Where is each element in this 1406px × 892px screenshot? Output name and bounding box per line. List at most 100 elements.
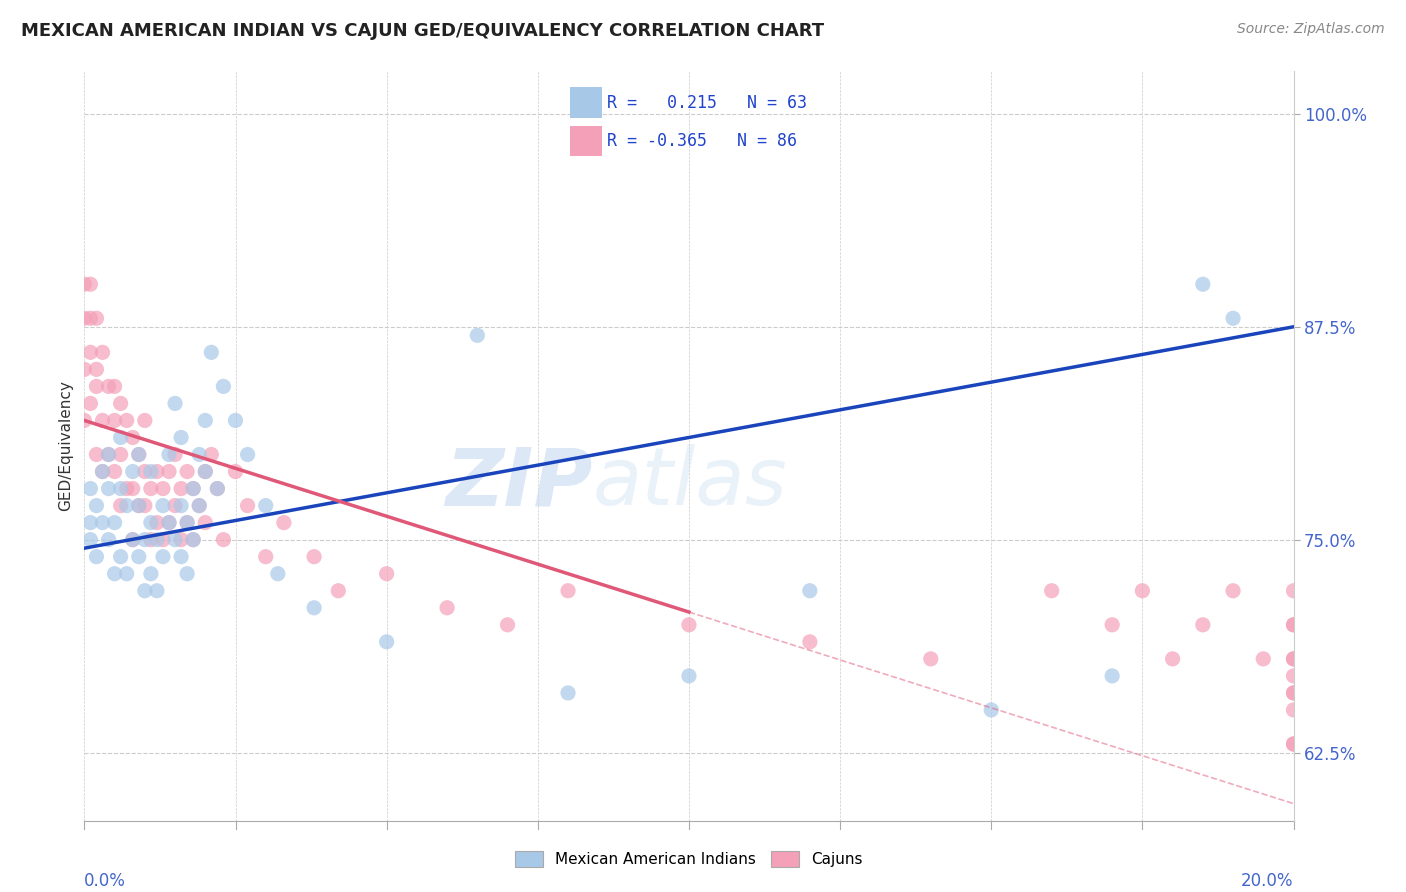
Point [110, 499, 132, 513]
Point [181, 533, 204, 547]
Point [115, 413, 138, 427]
Point [104, 566, 127, 581]
Point [121, 430, 143, 444]
Point [436, 600, 458, 615]
Point [134, 465, 156, 479]
Point [139, 482, 162, 496]
Point [236, 448, 259, 462]
Point [207, 482, 229, 496]
Point [1282, 652, 1305, 666]
Point [104, 516, 127, 530]
Point [273, 516, 295, 530]
Point [212, 379, 235, 393]
Point [1282, 686, 1305, 700]
Text: Source: ZipAtlas.com: Source: ZipAtlas.com [1237, 22, 1385, 37]
Point [194, 465, 217, 479]
Point [165, 533, 187, 547]
Point [1282, 652, 1305, 666]
Point [152, 533, 174, 547]
Point [1282, 617, 1305, 632]
Point [1192, 617, 1215, 632]
Point [225, 413, 247, 427]
Point [157, 465, 180, 479]
Point [128, 549, 150, 564]
Point [79, 396, 101, 410]
Text: MEXICAN AMERICAN INDIAN VS CAJUN GED/EQUIVALENCY CORRELATION CHART: MEXICAN AMERICAN INDIAN VS CAJUN GED/EQU… [21, 22, 824, 40]
Point [170, 499, 193, 513]
Point [152, 549, 174, 564]
Point [799, 583, 821, 598]
Point [79, 345, 101, 359]
Point [97, 448, 120, 462]
Text: ZIP: ZIP [444, 444, 592, 523]
Point [176, 566, 198, 581]
Point [1101, 617, 1123, 632]
Point [139, 465, 162, 479]
Point [104, 379, 127, 393]
Point [194, 465, 217, 479]
Point [267, 566, 290, 581]
Point [97, 379, 120, 393]
Point [91, 465, 114, 479]
Point [121, 482, 143, 496]
Point [557, 583, 579, 598]
Point [91, 413, 114, 427]
Point [128, 499, 150, 513]
Point [121, 533, 143, 547]
Point [146, 533, 169, 547]
Point [375, 635, 398, 649]
Legend: Mexican American Indians, Cajuns: Mexican American Indians, Cajuns [509, 845, 869, 873]
Point [91, 465, 114, 479]
Point [128, 448, 150, 462]
Point [1101, 669, 1123, 683]
Point [115, 566, 138, 581]
Point [79, 311, 101, 326]
Point [115, 499, 138, 513]
Point [1282, 583, 1305, 598]
Point [110, 430, 132, 444]
Point [920, 652, 942, 666]
Point [79, 482, 101, 496]
Point [980, 703, 1002, 717]
Point [302, 549, 325, 564]
Point [134, 413, 156, 427]
Point [157, 516, 180, 530]
Y-axis label: GED/Equivalency: GED/Equivalency [58, 381, 73, 511]
Point [207, 482, 229, 496]
Point [110, 482, 132, 496]
Point [1130, 583, 1153, 598]
Point [73, 311, 96, 326]
Text: atlas: atlas [592, 444, 787, 523]
Point [1222, 583, 1244, 598]
Point [86, 549, 108, 564]
Point [73, 413, 96, 427]
Point [188, 499, 211, 513]
Point [128, 499, 150, 513]
Point [139, 516, 162, 530]
Point [110, 549, 132, 564]
Point [86, 379, 108, 393]
Point [91, 516, 114, 530]
Point [110, 396, 132, 410]
Point [1282, 669, 1305, 683]
Point [557, 686, 579, 700]
Point [104, 465, 127, 479]
Point [165, 499, 187, 513]
Point [152, 482, 174, 496]
Point [194, 413, 217, 427]
Point [134, 499, 156, 513]
Point [165, 396, 187, 410]
Point [79, 516, 101, 530]
Point [97, 448, 120, 462]
Point [496, 617, 519, 632]
Point [73, 362, 96, 376]
Point [1040, 583, 1063, 598]
Point [121, 465, 143, 479]
Point [128, 448, 150, 462]
Point [146, 516, 169, 530]
Point [212, 533, 235, 547]
Point [328, 583, 350, 598]
Point [254, 499, 277, 513]
Point [200, 345, 222, 359]
Point [254, 549, 277, 564]
